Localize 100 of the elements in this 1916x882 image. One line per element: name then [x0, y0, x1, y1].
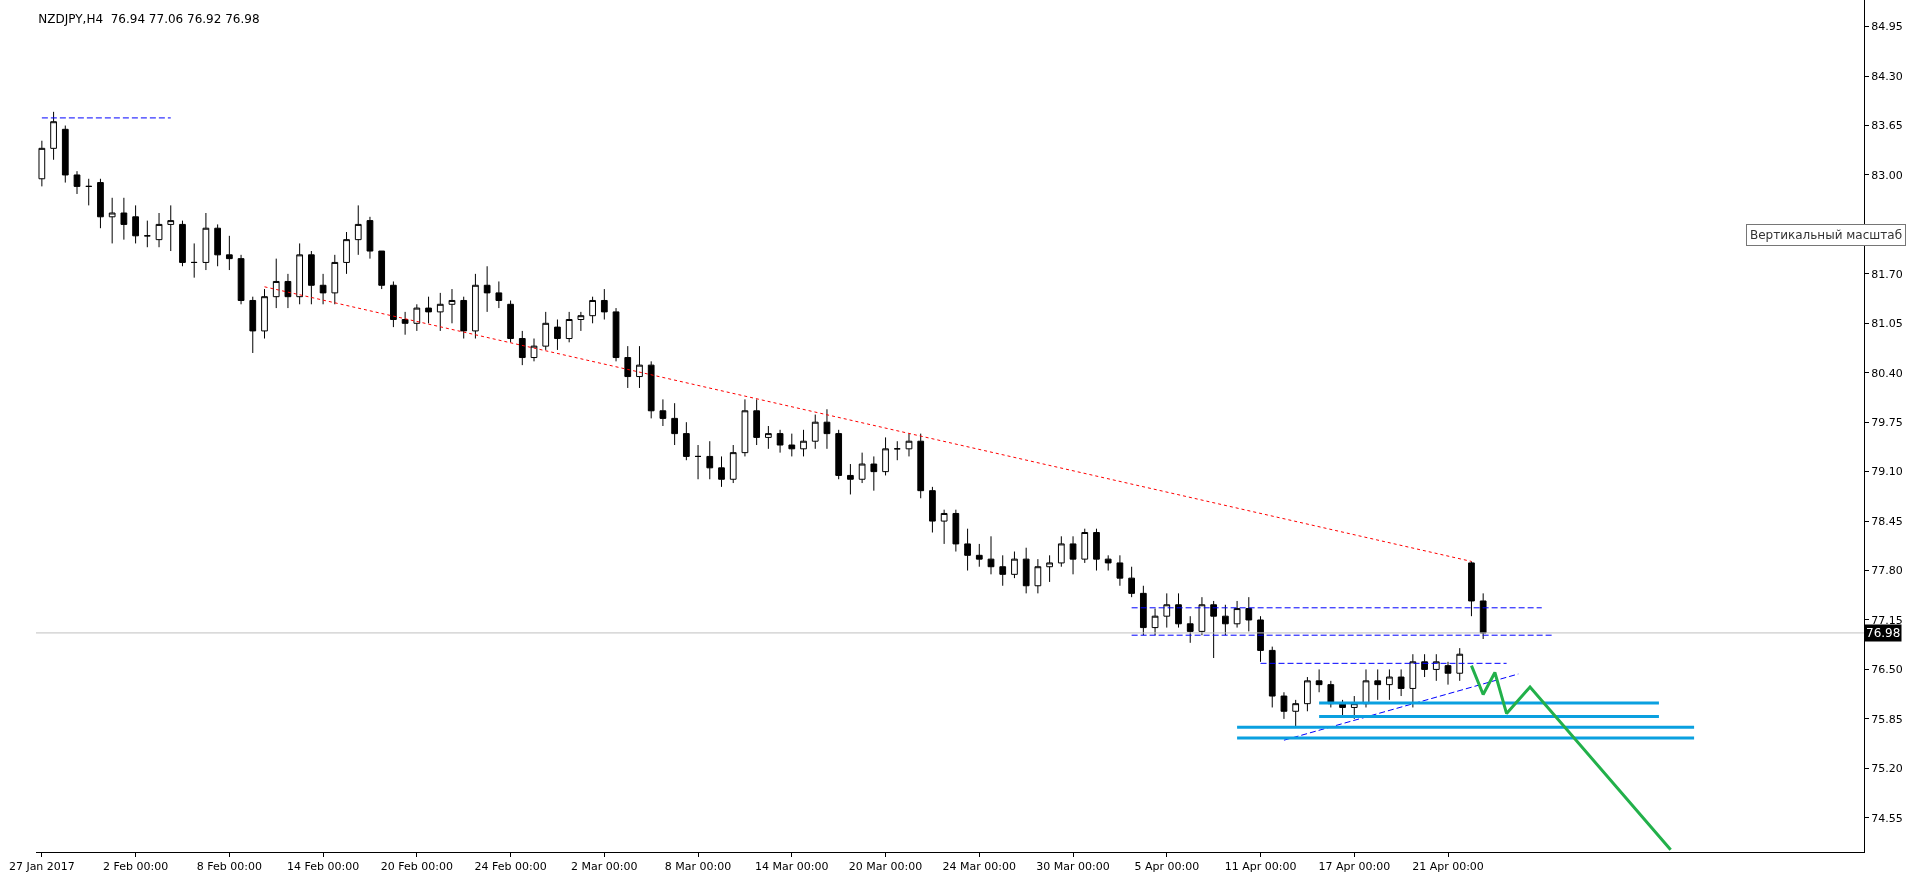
candlestick [682, 421, 690, 461]
candlestick [1011, 551, 1018, 579]
x-tick-label: 8 Feb 00:00 [196, 860, 262, 874]
annotation: Вертикальный масштаб [1750, 228, 1903, 242]
candlestick [1315, 668, 1323, 693]
candlestick [425, 296, 432, 324]
candlestick [1432, 653, 1440, 682]
candlestick [97, 178, 104, 229]
candlestick [940, 509, 948, 545]
candlestick [378, 250, 386, 290]
candlestick [847, 463, 854, 495]
x-tick-label: 17 Apr 00:00 [1318, 860, 1391, 874]
candlestick [296, 242, 304, 305]
candlestick [50, 111, 57, 161]
candlestick [390, 280, 397, 328]
y-tick-label: 84.30 [1871, 69, 1903, 83]
candlestick [108, 197, 116, 244]
candlestick [1397, 668, 1405, 697]
candlestick [448, 288, 456, 324]
candlestick [765, 425, 772, 450]
candlestick [1034, 558, 1042, 594]
candlestick [753, 398, 761, 446]
candlestick [1421, 653, 1428, 678]
candlestick [261, 288, 268, 340]
candlestick [893, 440, 901, 461]
candlestick [214, 223, 221, 267]
y-tick-label: 78.45 [1871, 514, 1903, 528]
candlestick [542, 311, 550, 351]
candlestick [1245, 596, 1253, 632]
candlestick [179, 220, 186, 267]
candlestick [1257, 615, 1264, 663]
candlestick [999, 554, 1007, 587]
candlestick [917, 433, 925, 499]
candlestick [272, 258, 280, 309]
x-tick-label: 14 Mar 00:00 [755, 860, 829, 874]
y-tick-label: 79.75 [1871, 416, 1903, 430]
candlestick [472, 273, 479, 340]
candlestick [1456, 647, 1464, 682]
candlestick [1022, 547, 1030, 594]
candlestick [706, 440, 714, 480]
candlestick [1304, 676, 1311, 712]
candlestick [436, 292, 444, 332]
candlestick [636, 345, 643, 389]
candlestick [202, 212, 210, 271]
candlestick [1386, 668, 1393, 701]
candlestick [483, 265, 491, 313]
candlestick [343, 231, 350, 275]
x-tick-label: 11 Apr 00:00 [1224, 860, 1297, 874]
y-tick-label: 80.40 [1871, 366, 1903, 380]
candlestick [1046, 554, 1053, 583]
x-tick-label: 30 Mar 00:00 [1036, 860, 1110, 874]
candlestick [1292, 699, 1300, 729]
x-tick-label: 8 Mar 00:00 [664, 860, 732, 874]
candlestick [225, 235, 233, 271]
candlestick [577, 311, 585, 332]
y-tick-label: 75.20 [1871, 762, 1903, 776]
candlestick [1374, 668, 1382, 701]
candlestick [823, 408, 831, 450]
candlestick [1139, 585, 1147, 636]
y-tick-label: 83.00 [1871, 168, 1903, 182]
candlestick [319, 273, 327, 305]
candlestick [718, 455, 725, 488]
candlestick [1339, 699, 1346, 716]
candlestick [237, 254, 245, 305]
candlestick [589, 296, 596, 324]
candlestick [741, 398, 749, 457]
candlestick [284, 273, 292, 309]
candlestick [1081, 528, 1089, 564]
candlestick [929, 486, 936, 533]
candlestick [167, 204, 175, 252]
candlestick [800, 429, 807, 457]
candlestick [366, 216, 374, 260]
candlestick [987, 535, 995, 575]
x-tick-label: 27 Jan 2017 [8, 860, 75, 874]
candlestick [612, 307, 620, 362]
candlestick [460, 296, 468, 340]
candlestick [518, 330, 526, 366]
candlestick [1268, 646, 1276, 708]
candlestick [73, 170, 81, 195]
candlestick [729, 444, 737, 484]
candlestick [870, 455, 878, 492]
candlestick [1151, 608, 1159, 636]
candlestick [624, 345, 632, 389]
candlestick [61, 125, 69, 184]
ref-line-label: 76.98 [1866, 626, 1901, 640]
candlestick [1444, 661, 1452, 686]
candlestick [401, 311, 409, 336]
y-tick-label: 84.95 [1871, 20, 1903, 34]
x-tick-label: 20 Feb 00:00 [380, 860, 453, 874]
candlestick [964, 528, 971, 572]
candlestick [1233, 600, 1241, 629]
candlestick [1093, 528, 1100, 572]
candlestick [190, 242, 198, 279]
candlestick [507, 299, 514, 343]
candlestick [1350, 695, 1358, 720]
candlestick [85, 178, 93, 206]
candlestick [1198, 596, 1206, 636]
y-tick-label: 81.05 [1871, 317, 1903, 331]
candlestick [554, 319, 561, 351]
candlestick [1163, 592, 1171, 629]
